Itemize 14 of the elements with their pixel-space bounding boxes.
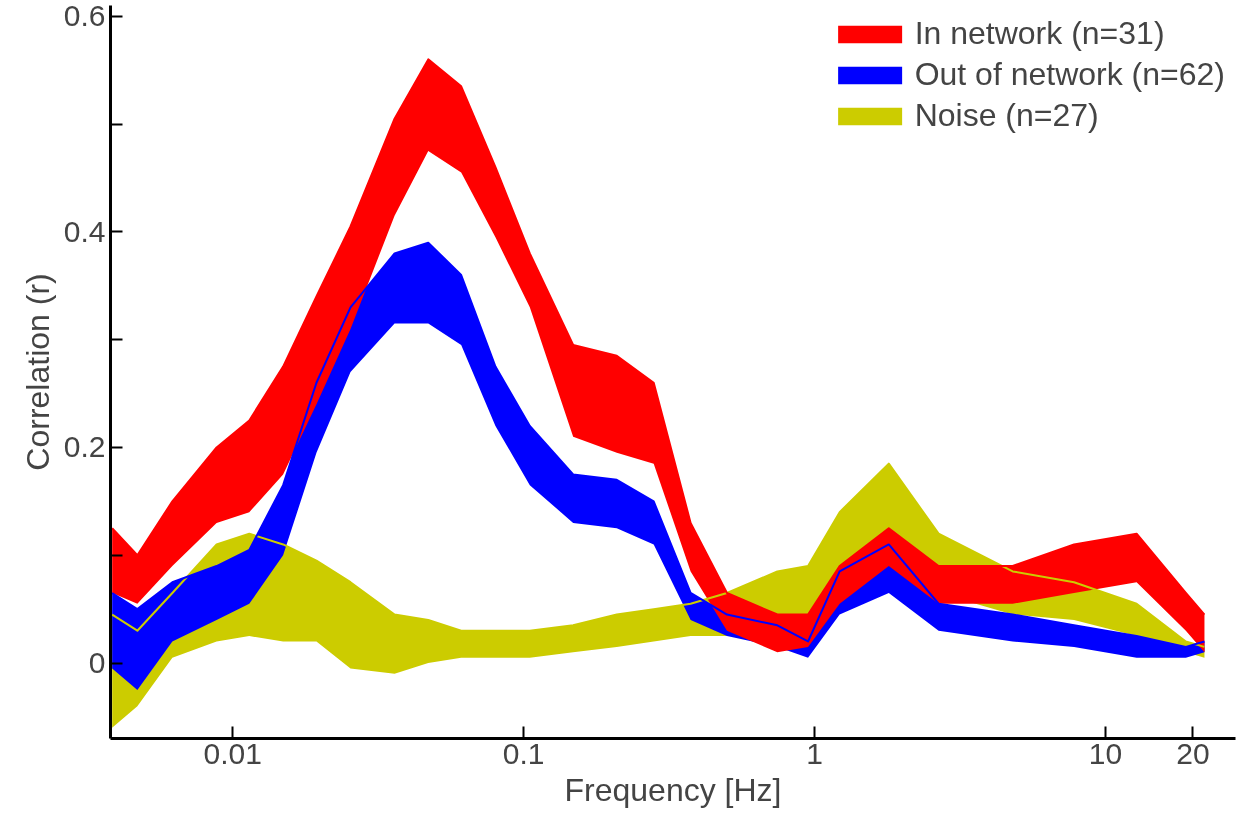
x-axis-title: Frequency [Hz] xyxy=(564,771,782,808)
y-tick-label: 0.6 xyxy=(63,0,106,33)
legend-label: Noise (n=27) xyxy=(914,97,1099,134)
legend-label: Out of network (n=62) xyxy=(914,56,1225,93)
legend-label: In network (n=31) xyxy=(914,15,1165,52)
x-tick-label: 0.1 xyxy=(502,736,545,770)
y-tick-label: 0.2 xyxy=(63,430,106,464)
x-tick-label: 1 xyxy=(806,736,823,770)
y-tick-label: 0 xyxy=(88,646,106,680)
x-tick-label: 20 xyxy=(1176,736,1210,770)
y-tick-label: 0.4 xyxy=(63,214,106,248)
y-axis-title: Correlation (r) xyxy=(19,273,56,471)
x-tick-label: 10 xyxy=(1088,736,1123,770)
x-tick-label: 0.01 xyxy=(203,736,262,770)
